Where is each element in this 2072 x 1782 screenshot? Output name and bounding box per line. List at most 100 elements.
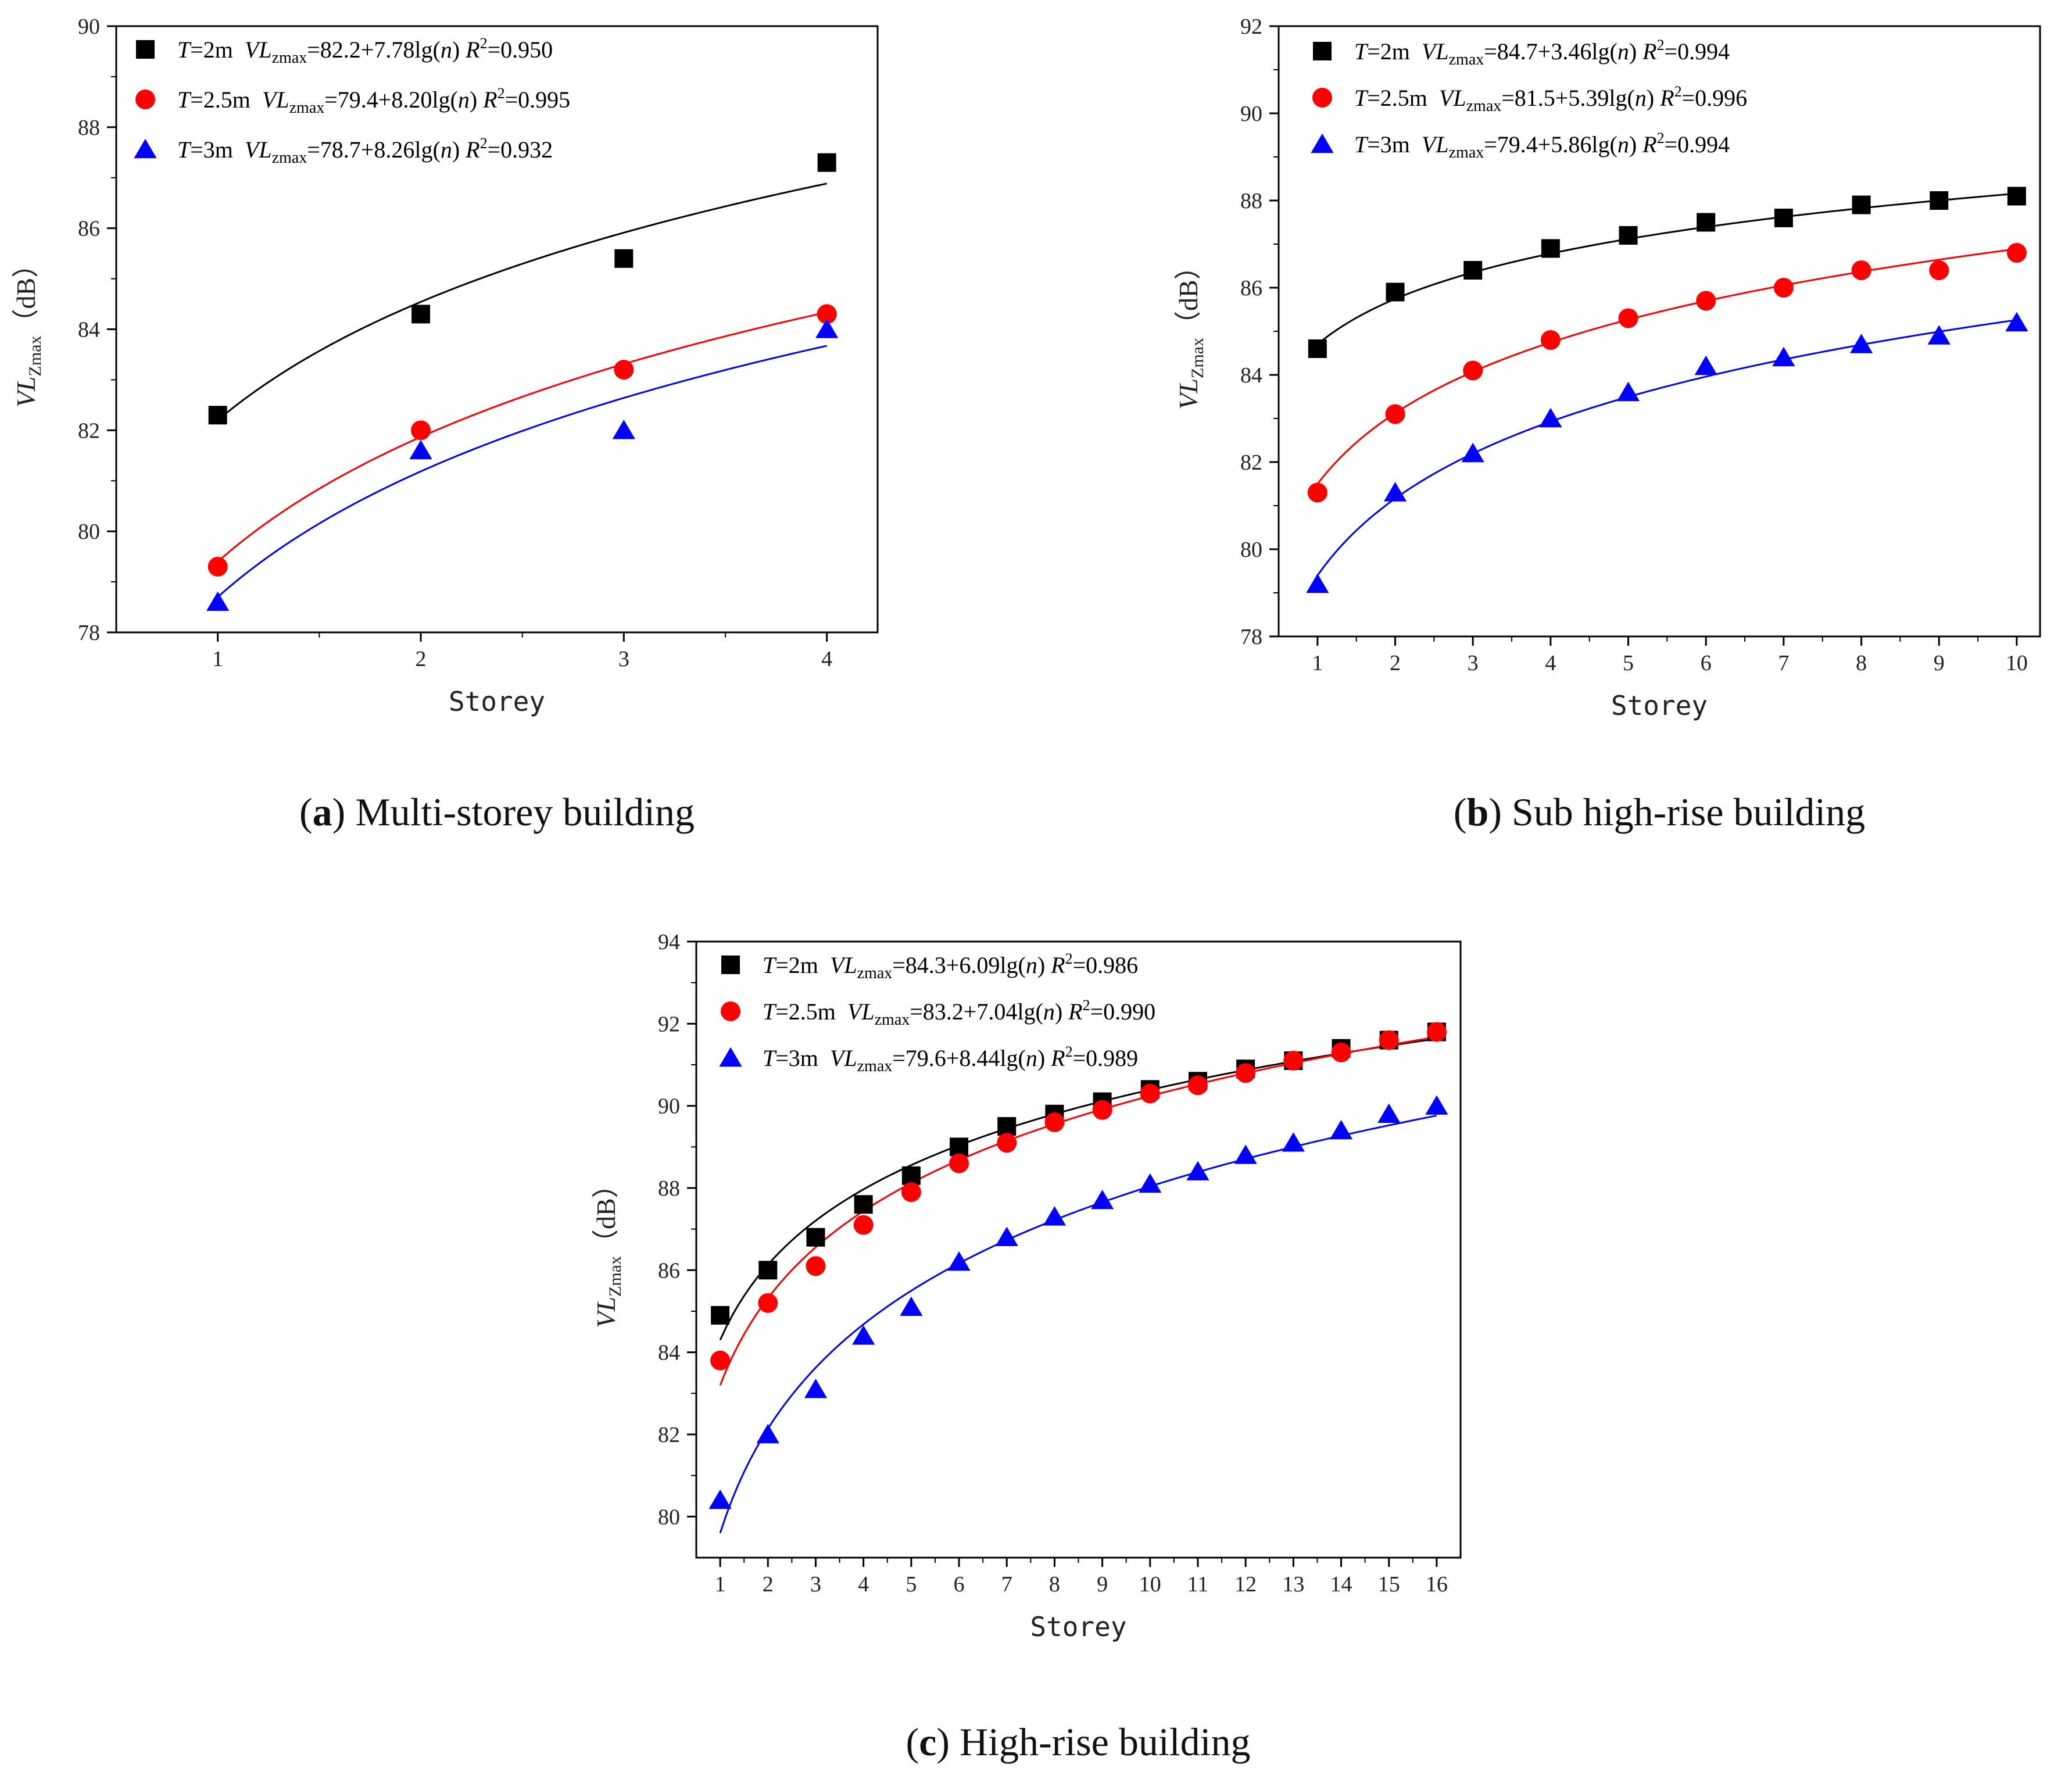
x-tick-label: 9 xyxy=(1934,651,1945,675)
data-point-T25 xyxy=(758,1293,778,1313)
data-point-T25 xyxy=(1851,260,1871,280)
data-point-T2 xyxy=(854,1195,873,1214)
data-point-T25 xyxy=(1463,360,1483,381)
data-point-T2 xyxy=(806,1228,825,1247)
y-tick-label: 88 xyxy=(78,116,100,140)
data-point-T25 xyxy=(1773,278,1794,298)
x-tick-label: 14 xyxy=(1330,1572,1352,1597)
y-tick-label: 90 xyxy=(78,15,100,39)
x-tick-label: 8 xyxy=(1856,651,1867,675)
legend-marker-T2 xyxy=(1313,42,1332,60)
y-axis-title: VLZmax（dB） xyxy=(1173,253,1207,409)
data-point-T25 xyxy=(1696,291,1716,311)
data-point-T25 xyxy=(614,360,634,380)
x-tick-label: 4 xyxy=(821,647,832,671)
data-point-T25 xyxy=(207,557,228,577)
data-point-T2 xyxy=(1697,213,1716,232)
data-point-T2 xyxy=(1386,282,1405,302)
plot-frame xyxy=(115,25,879,634)
legend-marker-T2 xyxy=(721,956,740,974)
data-point-T3 xyxy=(1849,334,1873,353)
data-point-T3 xyxy=(947,1251,971,1271)
x-tick-label: 3 xyxy=(1468,651,1479,675)
data-point-T25 xyxy=(1379,1030,1399,1050)
legend-marker-T25 xyxy=(135,90,155,109)
data-point-T3 xyxy=(1461,442,1484,463)
x-tick-label: 1 xyxy=(1312,651,1323,675)
x-tick-label: 9 xyxy=(1097,1572,1108,1597)
x-tick-label: 4 xyxy=(1545,651,1556,675)
data-point-T3 xyxy=(409,439,432,460)
x-tick-label: 1 xyxy=(212,647,223,671)
x-tick-label: 3 xyxy=(618,647,629,671)
x-tick-label: 7 xyxy=(1001,1572,1012,1597)
data-point-T2 xyxy=(1619,226,1638,245)
data-point-T2 xyxy=(1308,339,1327,358)
data-point-T2 xyxy=(1463,261,1483,280)
y-tick-label: 94 xyxy=(658,930,680,954)
legend-entry-T2: T=2m VLzmax=84.3+6.09lg(n) R2=0.986 xyxy=(763,950,1138,982)
data-point-T3 xyxy=(1927,325,1951,345)
x-tick-label: 13 xyxy=(1282,1572,1304,1597)
data-point-T3 xyxy=(1772,346,1795,367)
data-point-T25 xyxy=(1331,1042,1351,1062)
data-point-T2 xyxy=(758,1261,778,1280)
legend-marker-T2 xyxy=(136,40,155,59)
panel-caption: (c) High-rise building xyxy=(906,1720,1251,1764)
legend-entry-T25: T=2.5m VLzmax=81.5+5.39lg(n) R2=0.996 xyxy=(1354,83,1747,115)
y-tick-label: 84 xyxy=(658,1341,680,1365)
data-point-T25 xyxy=(1929,260,1949,280)
data-point-T25 xyxy=(1385,404,1405,424)
data-point-T2 xyxy=(614,249,634,268)
legend-marker-T3 xyxy=(1311,133,1334,153)
x-tick-label: 12 xyxy=(1234,1572,1257,1597)
data-point-T25 xyxy=(1540,330,1561,350)
y-axis-title: VLZmax（dB） xyxy=(591,1171,625,1327)
panel-c-high-rise: 1 2 3 4 5 6 7 8 9 10 11 12 13 14 15 168082848688909294S… xyxy=(591,930,1462,1764)
data-point-T25 xyxy=(1307,482,1327,503)
data-point-T3 xyxy=(1186,1161,1209,1180)
x-tick-label: 5 xyxy=(1623,651,1634,675)
data-point-T3 xyxy=(612,420,635,439)
data-point-T3 xyxy=(1616,381,1640,402)
y-tick-label: 86 xyxy=(1240,276,1262,300)
legend-entry-T25: T=2.5m VLzmax=83.2+7.04lg(n) R2=0.990 xyxy=(763,997,1155,1029)
data-point-T3 xyxy=(1425,1095,1448,1115)
data-point-T2 xyxy=(1930,191,1949,210)
data-point-T25 xyxy=(901,1182,921,1203)
data-point-T25 xyxy=(1187,1075,1208,1096)
y-tick-label: 86 xyxy=(658,1258,680,1283)
y-tick-label: 92 xyxy=(1240,15,1262,39)
data-point-T25 xyxy=(1092,1100,1112,1120)
x-tick-label: 2 xyxy=(416,647,427,671)
fit-curve-T25 xyxy=(1316,248,2017,485)
data-point-T2 xyxy=(950,1137,969,1157)
y-tick-label: 78 xyxy=(1240,625,1262,649)
x-tick-label: 10 xyxy=(1139,1572,1161,1597)
data-point-T3 xyxy=(1383,482,1407,502)
y-tick-label: 84 xyxy=(1240,363,1262,388)
x-axis-title: Storey xyxy=(1030,1611,1126,1643)
data-point-T2 xyxy=(1774,209,1793,227)
x-tick-label: 3 xyxy=(810,1572,821,1597)
legend-marker-T3 xyxy=(719,1047,742,1067)
data-point-T2 xyxy=(711,1306,730,1325)
y-tick-label: 84 xyxy=(78,318,100,342)
x-tick-label: 10 xyxy=(2006,651,2028,675)
y-tick-label: 92 xyxy=(658,1012,680,1036)
data-point-T3 xyxy=(1139,1173,1162,1193)
legend-marker-T25 xyxy=(1312,88,1332,108)
data-point-T3 xyxy=(2005,312,2028,332)
x-tick-label: 4 xyxy=(858,1572,869,1597)
fit-curve-T2 xyxy=(719,1037,1437,1341)
data-point-T25 xyxy=(853,1215,874,1235)
data-point-T2 xyxy=(411,305,430,324)
fit-curve-T25 xyxy=(719,1036,1437,1386)
fit-curve-T2 xyxy=(1316,192,2017,345)
data-point-T25 xyxy=(1044,1112,1065,1132)
y-tick-label: 90 xyxy=(658,1094,680,1119)
fit-curve-T3 xyxy=(719,1114,1437,1534)
y-tick-label: 88 xyxy=(1240,189,1262,213)
x-tick-label: 6 xyxy=(1701,651,1712,675)
